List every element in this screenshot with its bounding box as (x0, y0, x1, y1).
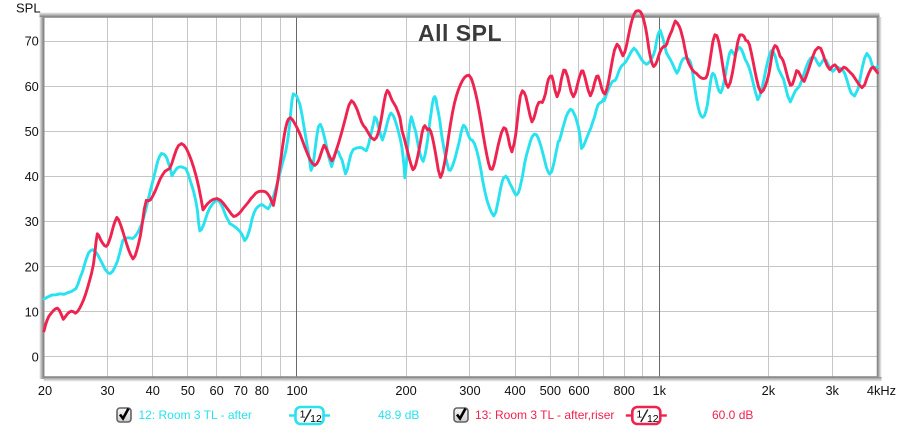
svg-text:20: 20 (38, 383, 52, 398)
svg-text:40: 40 (25, 169, 39, 184)
svg-text:800: 800 (614, 383, 635, 398)
svg-text:48.9 dB: 48.9 dB (378, 408, 419, 422)
svg-text:1k: 1k (653, 383, 667, 398)
svg-text:12: Room 3 TL - after: 12: Room 3 TL - after (139, 408, 252, 422)
svg-text:30: 30 (25, 214, 39, 229)
svg-text:70: 70 (25, 34, 39, 49)
svg-text:20: 20 (25, 259, 39, 274)
svg-text:300: 300 (459, 383, 480, 398)
svg-text:12: 12 (647, 413, 659, 425)
svg-text:600: 600 (568, 383, 589, 398)
svg-text:1: 1 (636, 409, 642, 421)
svg-text:30: 30 (100, 383, 114, 398)
svg-text:3k: 3k (825, 383, 839, 398)
svg-text:50: 50 (181, 383, 195, 398)
svg-text:1: 1 (300, 409, 306, 421)
svg-text:80: 80 (255, 383, 269, 398)
svg-text:0: 0 (32, 350, 39, 365)
svg-text:400: 400 (504, 383, 525, 398)
svg-text:12: 12 (310, 413, 322, 425)
svg-text:200: 200 (395, 383, 416, 398)
svg-text:SPL: SPL (16, 1, 41, 16)
svg-text:4kHz: 4kHz (867, 383, 896, 398)
svg-text:60: 60 (25, 79, 39, 94)
svg-text:10: 10 (25, 305, 39, 320)
svg-text:2k: 2k (762, 383, 776, 398)
svg-text:50: 50 (25, 124, 39, 139)
svg-text:500: 500 (540, 383, 561, 398)
svg-text:70: 70 (234, 383, 248, 398)
svg-text:60: 60 (209, 383, 223, 398)
svg-text:60.0 dB: 60.0 dB (712, 408, 753, 422)
svg-text:100: 100 (286, 383, 307, 398)
svg-text:40: 40 (146, 383, 160, 398)
svg-text:All SPL: All SPL (418, 20, 502, 46)
svg-text:13: Room 3 TL - after,riser: 13: Room 3 TL - after,riser (475, 408, 614, 422)
